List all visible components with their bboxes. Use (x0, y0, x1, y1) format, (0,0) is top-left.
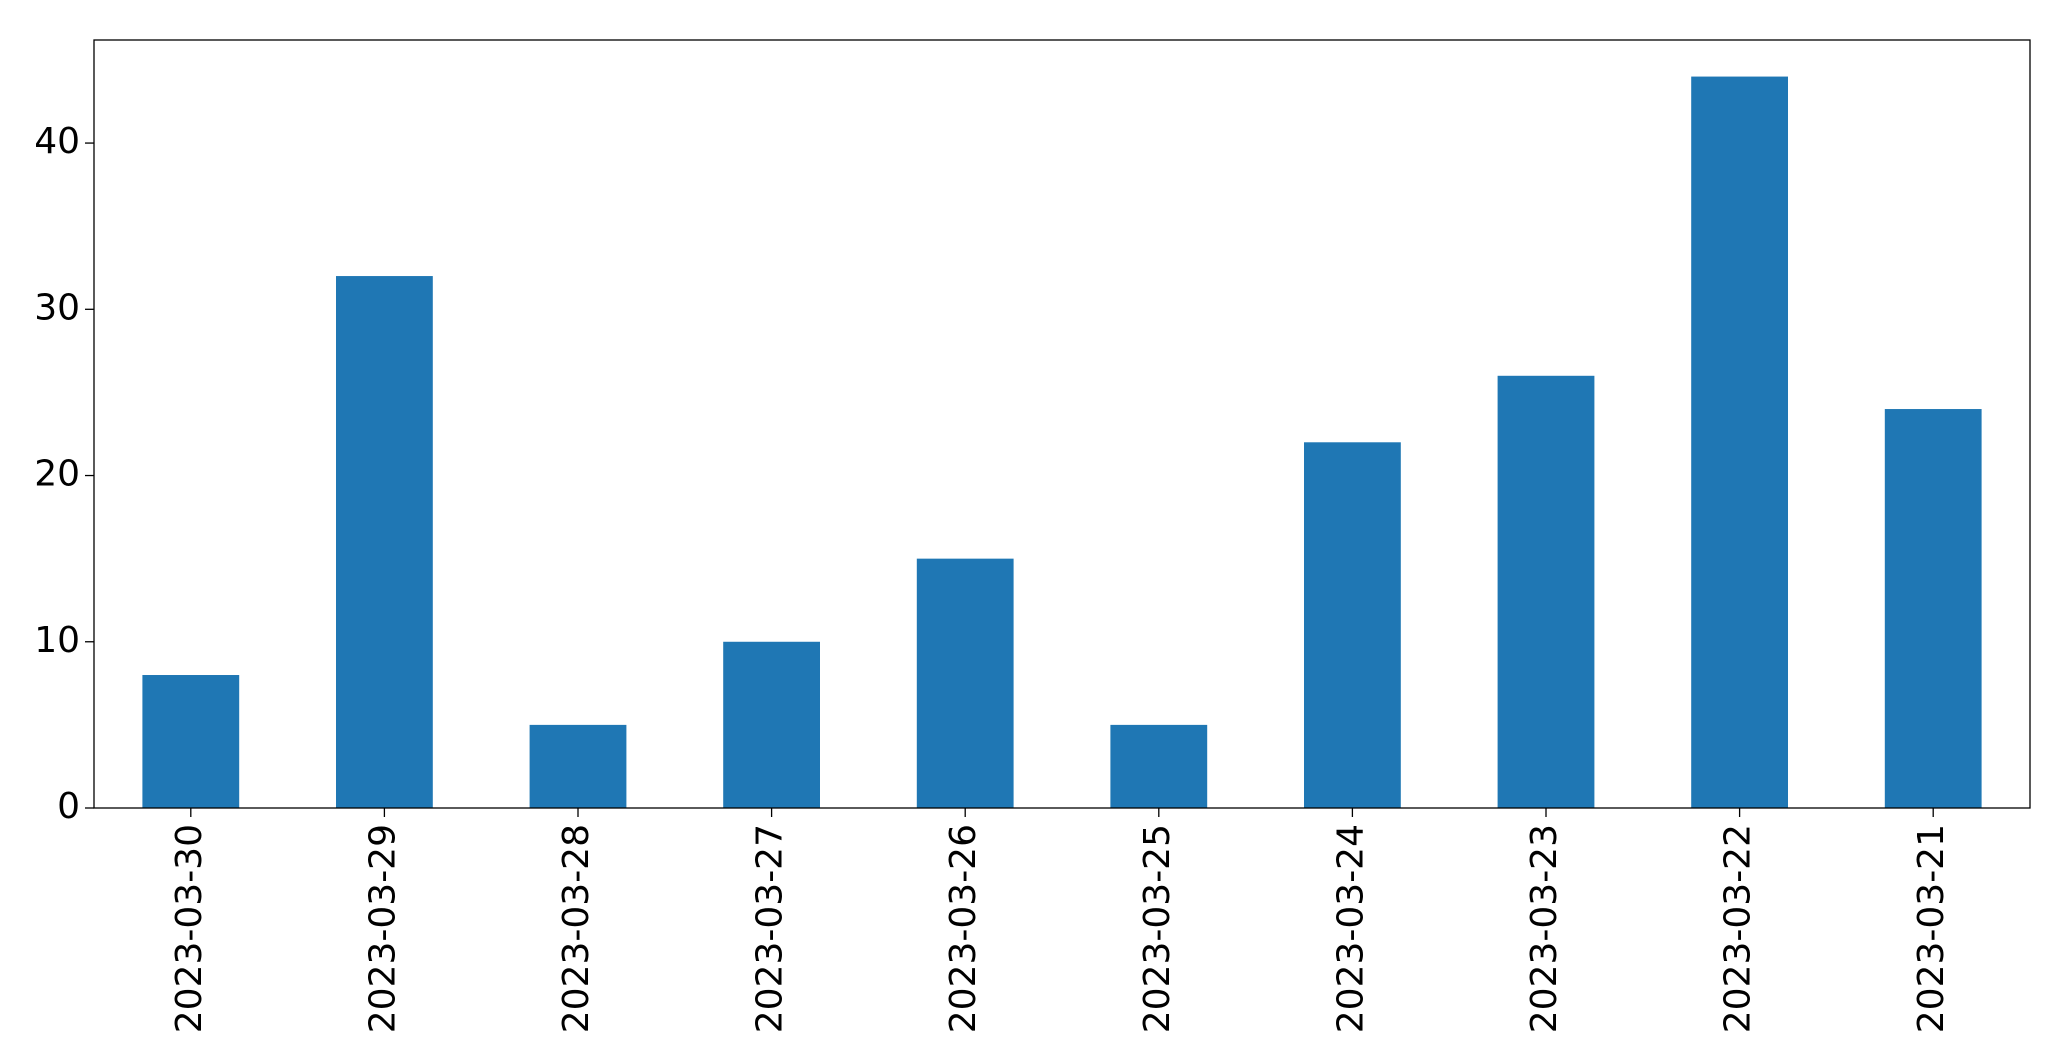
x-tick-label: 2023-03-25 (1137, 824, 1178, 1033)
x-tick-label: 2023-03-21 (1911, 824, 1952, 1033)
x-tick-label: 2023-03-30 (169, 824, 210, 1033)
bar (529, 724, 627, 808)
bar (1497, 375, 1595, 808)
y-tick-label: 0 (57, 786, 80, 827)
y-tick-label: 40 (34, 121, 80, 162)
y-tick-label: 20 (34, 454, 80, 495)
x-tick-label: 2023-03-23 (1524, 824, 1565, 1033)
x-tick-label: 2023-03-28 (556, 824, 597, 1033)
bar (723, 641, 820, 808)
x-tick-label: 2023-03-27 (750, 824, 791, 1033)
bar (142, 675, 240, 808)
y-tick-label: 30 (34, 287, 80, 328)
bar (336, 276, 433, 808)
y-tick-label: 10 (34, 620, 80, 661)
x-tick-label: 2023-03-24 (1330, 824, 1371, 1033)
bar (1304, 442, 1401, 808)
bar (916, 558, 1014, 808)
x-tick-label: 2023-03-29 (362, 824, 403, 1033)
bar (1884, 409, 1982, 808)
x-tick-label: 2023-03-22 (1718, 824, 1759, 1033)
bar (1110, 724, 1208, 808)
x-tick-label: 2023-03-26 (943, 824, 984, 1033)
bar (1691, 76, 1788, 809)
axes-frame (93, 39, 2031, 809)
